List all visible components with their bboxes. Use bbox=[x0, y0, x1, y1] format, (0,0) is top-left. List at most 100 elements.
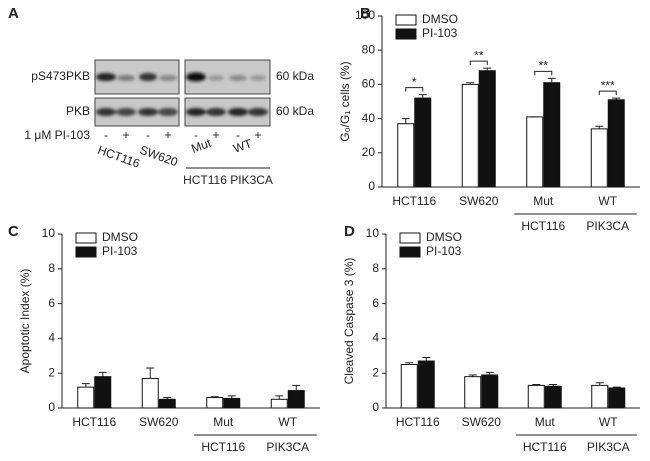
legend-label: DMSO bbox=[426, 230, 462, 244]
y-axis-label: Cleaved Caspase 3 (%) bbox=[342, 258, 356, 385]
error-bar bbox=[163, 397, 172, 400]
bar bbox=[591, 384, 609, 409]
lane-sign: + bbox=[254, 128, 261, 142]
y-tick-label: 6 bbox=[372, 296, 379, 310]
bar bbox=[400, 364, 418, 409]
error-bar bbox=[292, 384, 301, 391]
error-bar bbox=[549, 384, 558, 387]
group-label: HCT116 bbox=[201, 440, 245, 454]
error-bar bbox=[146, 367, 155, 379]
legend-swatch bbox=[75, 232, 97, 244]
legend-swatch bbox=[399, 246, 421, 258]
bar bbox=[94, 376, 112, 409]
bar bbox=[526, 116, 544, 188]
error-bar bbox=[595, 125, 604, 129]
error-bar bbox=[422, 357, 431, 362]
cell-line: WT bbox=[231, 136, 254, 156]
group-label: PIK3CA bbox=[266, 440, 309, 454]
error-bar bbox=[401, 118, 410, 124]
significance-bracket bbox=[534, 70, 553, 76]
lane-sign: + bbox=[122, 128, 129, 142]
legend-label: DMSO bbox=[102, 230, 138, 244]
group-label: PIK3CA bbox=[586, 219, 629, 233]
panel-label: B bbox=[360, 5, 371, 22]
x-tick-label: Mut bbox=[213, 415, 234, 429]
y-tick-label: 2 bbox=[372, 365, 379, 379]
error-bar bbox=[405, 362, 414, 365]
y-tick-label: 0 bbox=[48, 400, 55, 414]
row-label: PKB bbox=[66, 104, 90, 118]
bar bbox=[543, 82, 561, 188]
legend-swatch bbox=[399, 232, 421, 244]
bar bbox=[141, 377, 159, 409]
x-tick-label: HCT116 bbox=[392, 194, 436, 208]
legend-swatch bbox=[395, 28, 417, 40]
y-tick-label: 4 bbox=[372, 331, 379, 345]
lane-sign: - bbox=[104, 128, 108, 142]
group-label: PIK3CA bbox=[587, 440, 630, 454]
bands bbox=[96, 72, 268, 116]
y-tick-label: 6 bbox=[48, 296, 55, 310]
x-tick-label: SW620 bbox=[459, 194, 499, 208]
treatment-label: 1 μM PI-103 bbox=[24, 128, 90, 142]
legend-label: PI-103 bbox=[102, 244, 138, 258]
legend-label: PI-103 bbox=[426, 244, 462, 258]
lane-sign: - bbox=[194, 128, 198, 142]
cell-line: Mut bbox=[189, 136, 213, 156]
error-bar bbox=[210, 396, 219, 398]
x-tick-label: SW620 bbox=[139, 415, 179, 429]
error-bar bbox=[595, 382, 604, 386]
panel-label: C bbox=[8, 223, 19, 240]
bar bbox=[481, 374, 499, 409]
bar bbox=[478, 70, 496, 188]
bar bbox=[590, 128, 608, 188]
x-tick-label: WT bbox=[278, 415, 297, 429]
x-tick-label: WT bbox=[598, 194, 617, 208]
y-tick-label: 2 bbox=[48, 365, 55, 379]
y-tick-label: 4 bbox=[48, 331, 55, 345]
cell-line: SW620 bbox=[138, 143, 180, 170]
x-tick-label: HCT116 bbox=[72, 415, 116, 429]
bar bbox=[206, 397, 224, 409]
legend-swatch bbox=[75, 246, 97, 258]
bar bbox=[397, 123, 415, 188]
y-tick-label: 40 bbox=[362, 111, 376, 125]
x-tick-label: SW620 bbox=[462, 415, 502, 429]
error-bar bbox=[612, 97, 621, 100]
y-tick-label: 60 bbox=[362, 77, 376, 91]
error-bar bbox=[275, 395, 284, 400]
error-bar bbox=[418, 94, 427, 99]
y-axis-label: G₀/G₁ cells (%) bbox=[338, 61, 352, 141]
bar bbox=[464, 376, 482, 409]
bar bbox=[223, 397, 241, 409]
lane-sign: + bbox=[164, 128, 171, 142]
y-tick-label: 20 bbox=[362, 145, 376, 159]
y-axis-label: Apoptotic Index (%) bbox=[18, 269, 32, 374]
error-bar bbox=[227, 395, 236, 399]
y-tick-label: 10 bbox=[366, 226, 380, 240]
group-label: HCT116 bbox=[523, 440, 567, 454]
x-tick-label: Mut bbox=[535, 415, 556, 429]
bar bbox=[158, 398, 176, 409]
bar bbox=[544, 385, 562, 409]
significance-label: ** bbox=[539, 59, 549, 73]
error-bar bbox=[532, 384, 541, 386]
y-tick-label: 100 bbox=[355, 8, 375, 22]
bar bbox=[414, 97, 432, 188]
bar bbox=[417, 360, 435, 409]
group-label: HCT116 PIK3CA bbox=[183, 173, 273, 187]
bar bbox=[270, 398, 288, 409]
error-bar bbox=[466, 82, 475, 85]
x-tick-label: WT bbox=[599, 415, 618, 429]
row-label: pS473PKB bbox=[31, 69, 90, 83]
significance-bracket bbox=[598, 90, 617, 96]
size-label: 60 kDa bbox=[276, 69, 314, 83]
x-tick-label: Mut bbox=[533, 194, 554, 208]
error-bar bbox=[547, 77, 556, 83]
significance-bracket bbox=[405, 87, 424, 92]
error-bar bbox=[98, 371, 107, 377]
significance-bracket bbox=[469, 60, 488, 66]
bar bbox=[77, 386, 95, 409]
y-tick-label: 8 bbox=[372, 261, 379, 275]
